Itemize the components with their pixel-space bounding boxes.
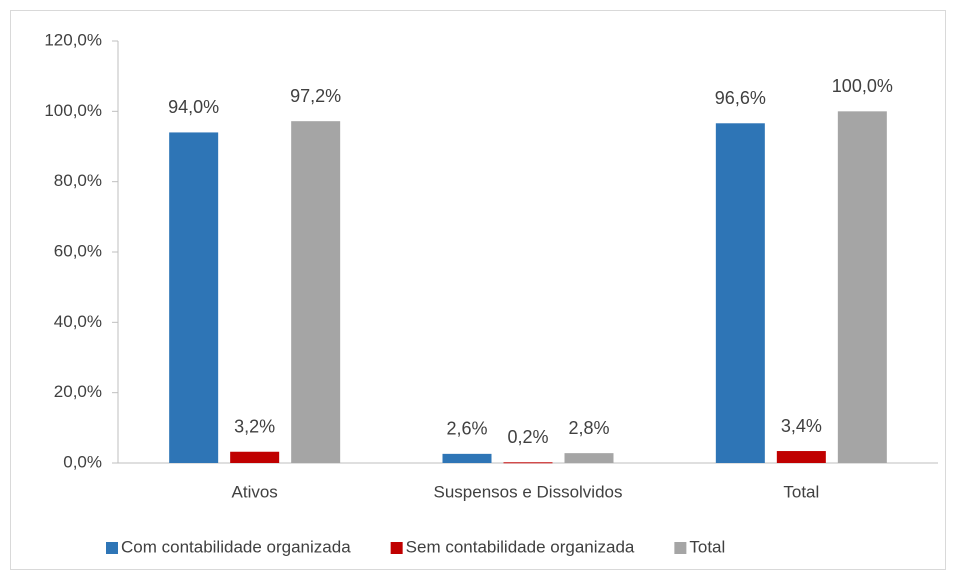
y-tick-label: 40,0% [54,312,102,331]
y-tick-label: 0,0% [63,452,102,471]
y-tick-label: 100,0% [44,101,102,120]
legend-label: Com contabilidade organizada [121,537,351,556]
legend-label: Total [689,537,725,556]
chart-frame [10,10,946,570]
bar [291,121,341,464]
y-tick-label: 120,0% [44,30,102,49]
bar [503,462,553,464]
value-label: 3,2% [234,416,275,436]
bar [442,453,492,463]
bar [715,123,765,463]
value-label: 100,0% [832,76,893,96]
legend-swatch [390,542,403,554]
value-label: 3,4% [781,416,822,436]
bar [230,451,280,463]
y-tick-label: 60,0% [54,241,102,260]
y-tick-label: 20,0% [54,382,102,401]
x-tick-label: Ativos [232,482,278,501]
legend-swatch [674,542,687,554]
legend-label: Sem contabilidade organizada [406,537,635,556]
y-tick-label: 80,0% [54,171,102,190]
x-tick-label: Suspensos e Dissolvidos [434,482,623,501]
value-label: 96,6% [715,88,766,108]
value-label: 0,2% [507,427,548,447]
value-label: 94,0% [168,97,219,117]
value-label: 2,6% [446,419,487,439]
bar [837,111,887,463]
legend-swatch [106,542,118,554]
bar [564,453,614,463]
bar [169,132,219,463]
value-label: 97,2% [290,86,341,106]
bar [776,451,826,463]
x-tick-label: Total [783,482,819,501]
value-label: 2,8% [568,418,609,438]
